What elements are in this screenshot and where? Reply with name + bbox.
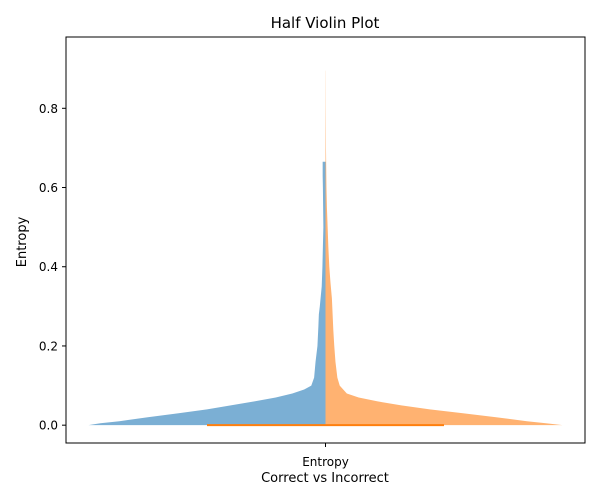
violin-half-left (88, 161, 326, 426)
x-tick-label: Entropy (302, 455, 349, 469)
violin-half-right (325, 70, 563, 426)
x-axis-ticks: Entropy (302, 443, 349, 469)
y-tick-label: 0.6 (39, 181, 58, 195)
violin-group (88, 70, 563, 426)
y-tick-label: 0.2 (39, 339, 58, 353)
x-axis-label: Correct vs Incorrect (261, 471, 389, 486)
y-axis-label: Entropy (15, 216, 30, 267)
y-axis-ticks: 0.0 0.2 0.4 0.6 0.8 (39, 102, 66, 433)
y-tick-label: 0.4 (39, 260, 58, 274)
chart-title: Half Violin Plot (271, 14, 380, 32)
y-tick-label: 0.0 (39, 419, 58, 433)
y-tick-label: 0.8 (39, 102, 58, 116)
